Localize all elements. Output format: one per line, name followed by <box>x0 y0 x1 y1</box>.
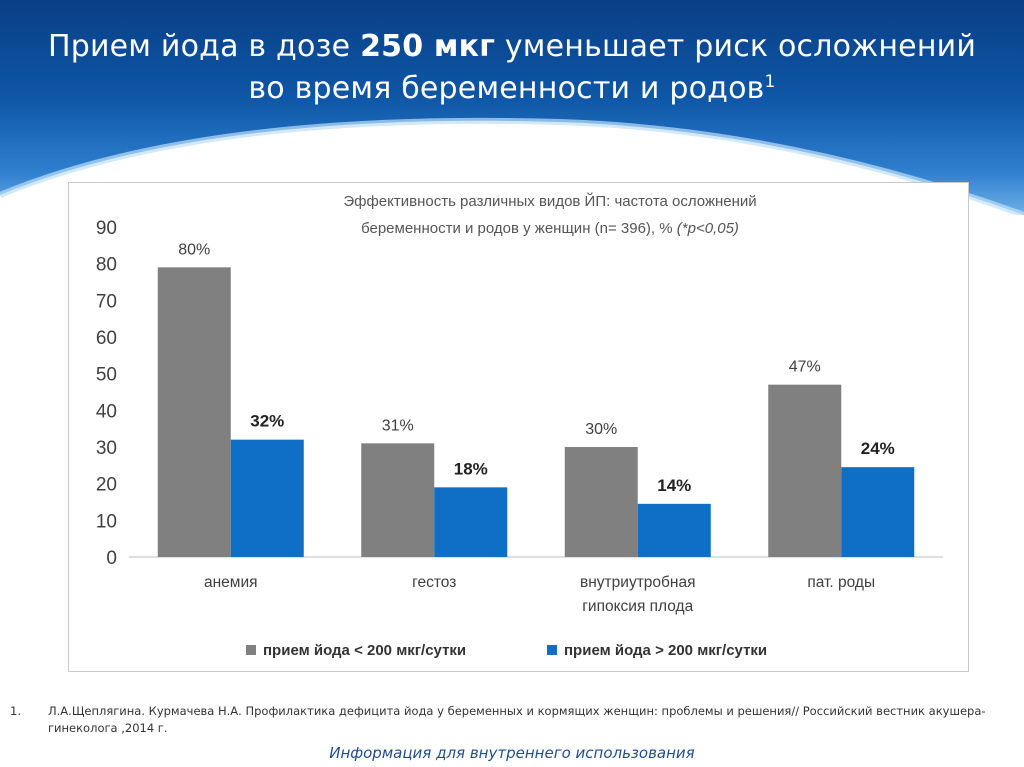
bar-series2 <box>230 439 304 557</box>
y-tick-label: 90 <box>96 218 117 239</box>
y-tick-label: 40 <box>96 401 117 422</box>
bar-series2 <box>637 503 711 557</box>
bar-series1 <box>157 267 231 557</box>
data-label-series1: 80% <box>178 241 210 258</box>
bar-series1 <box>564 447 638 557</box>
data-label-series1: 31% <box>382 417 414 434</box>
data-label-series1: 30% <box>585 421 617 438</box>
x-category-label: внутриутробная гипоксия плода <box>580 574 695 615</box>
x-category-label-line: пат. роды <box>807 574 875 591</box>
x-category-label-line: анемия <box>204 574 258 591</box>
footnote-number: 1. <box>10 704 21 718</box>
x-category-label: гестоз <box>412 574 456 591</box>
legend-swatch-series2 <box>547 645 557 655</box>
bar-series1 <box>361 443 435 557</box>
x-category-label-line: гипоксия плода <box>582 598 693 615</box>
y-tick-label: 20 <box>96 475 117 496</box>
legend-swatch-series1 <box>246 645 256 655</box>
y-tick-label: 10 <box>96 511 117 532</box>
x-category-label: пат. роды <box>807 574 875 591</box>
chart-title-line2-text: беременности и родов у женщин (n= 396), … <box>361 220 677 237</box>
chart-title-line2: беременности и родов у женщин (n= 396), … <box>361 220 739 237</box>
x-category-label-line: внутриутробная <box>580 574 695 591</box>
x-category-label-line: гестоз <box>412 574 456 591</box>
data-label-series2: 18% <box>454 459 488 478</box>
data-label-series2: 14% <box>657 476 691 495</box>
footnote-marker: 1 <box>764 72 776 92</box>
chart-panel: Эффективность различных видов ЙП: частот… <box>68 182 969 672</box>
y-tick-label: 60 <box>96 328 117 349</box>
y-tick-label: 0 <box>106 548 117 569</box>
chart-title-line1: Эффективность различных видов ЙП: частот… <box>343 192 756 210</box>
y-tick-label: 30 <box>96 438 117 459</box>
bar-series2 <box>434 487 508 557</box>
legend-label-series1: прием йода < 200 мкг/сутки <box>263 642 466 659</box>
data-label-series2: 24% <box>861 439 895 458</box>
legend-label-series2: прием йода > 200 мкг/сутки <box>564 642 767 659</box>
data-label-series1: 47% <box>789 359 821 376</box>
chart-title-significance-note: (*p<0,05) <box>677 220 739 237</box>
bar-series1 <box>768 384 842 557</box>
internal-use-note: Информация для внутреннего использования <box>329 744 695 762</box>
x-category-label: анемия <box>204 574 258 591</box>
data-label-series2: 32% <box>250 412 284 431</box>
y-tick-label: 50 <box>96 365 117 386</box>
footnote-text: Л.А.Щеплягина. Курмачева Н.А. Профилакти… <box>48 704 986 735</box>
slide-title-line2: во время беременности и родов1 <box>248 71 776 106</box>
y-tick-label: 80 <box>96 255 117 276</box>
y-tick-label: 70 <box>96 291 117 312</box>
slide-title: Прием йода в дозе 250 мкг уменьшает риск… <box>0 26 1024 110</box>
bar-chart: Эффективность различных видов ЙП: частот… <box>96 192 943 659</box>
slide-title-line1: Прием йода в дозе 250 мкг уменьшает риск… <box>47 29 977 64</box>
bar-series2 <box>841 467 915 557</box>
